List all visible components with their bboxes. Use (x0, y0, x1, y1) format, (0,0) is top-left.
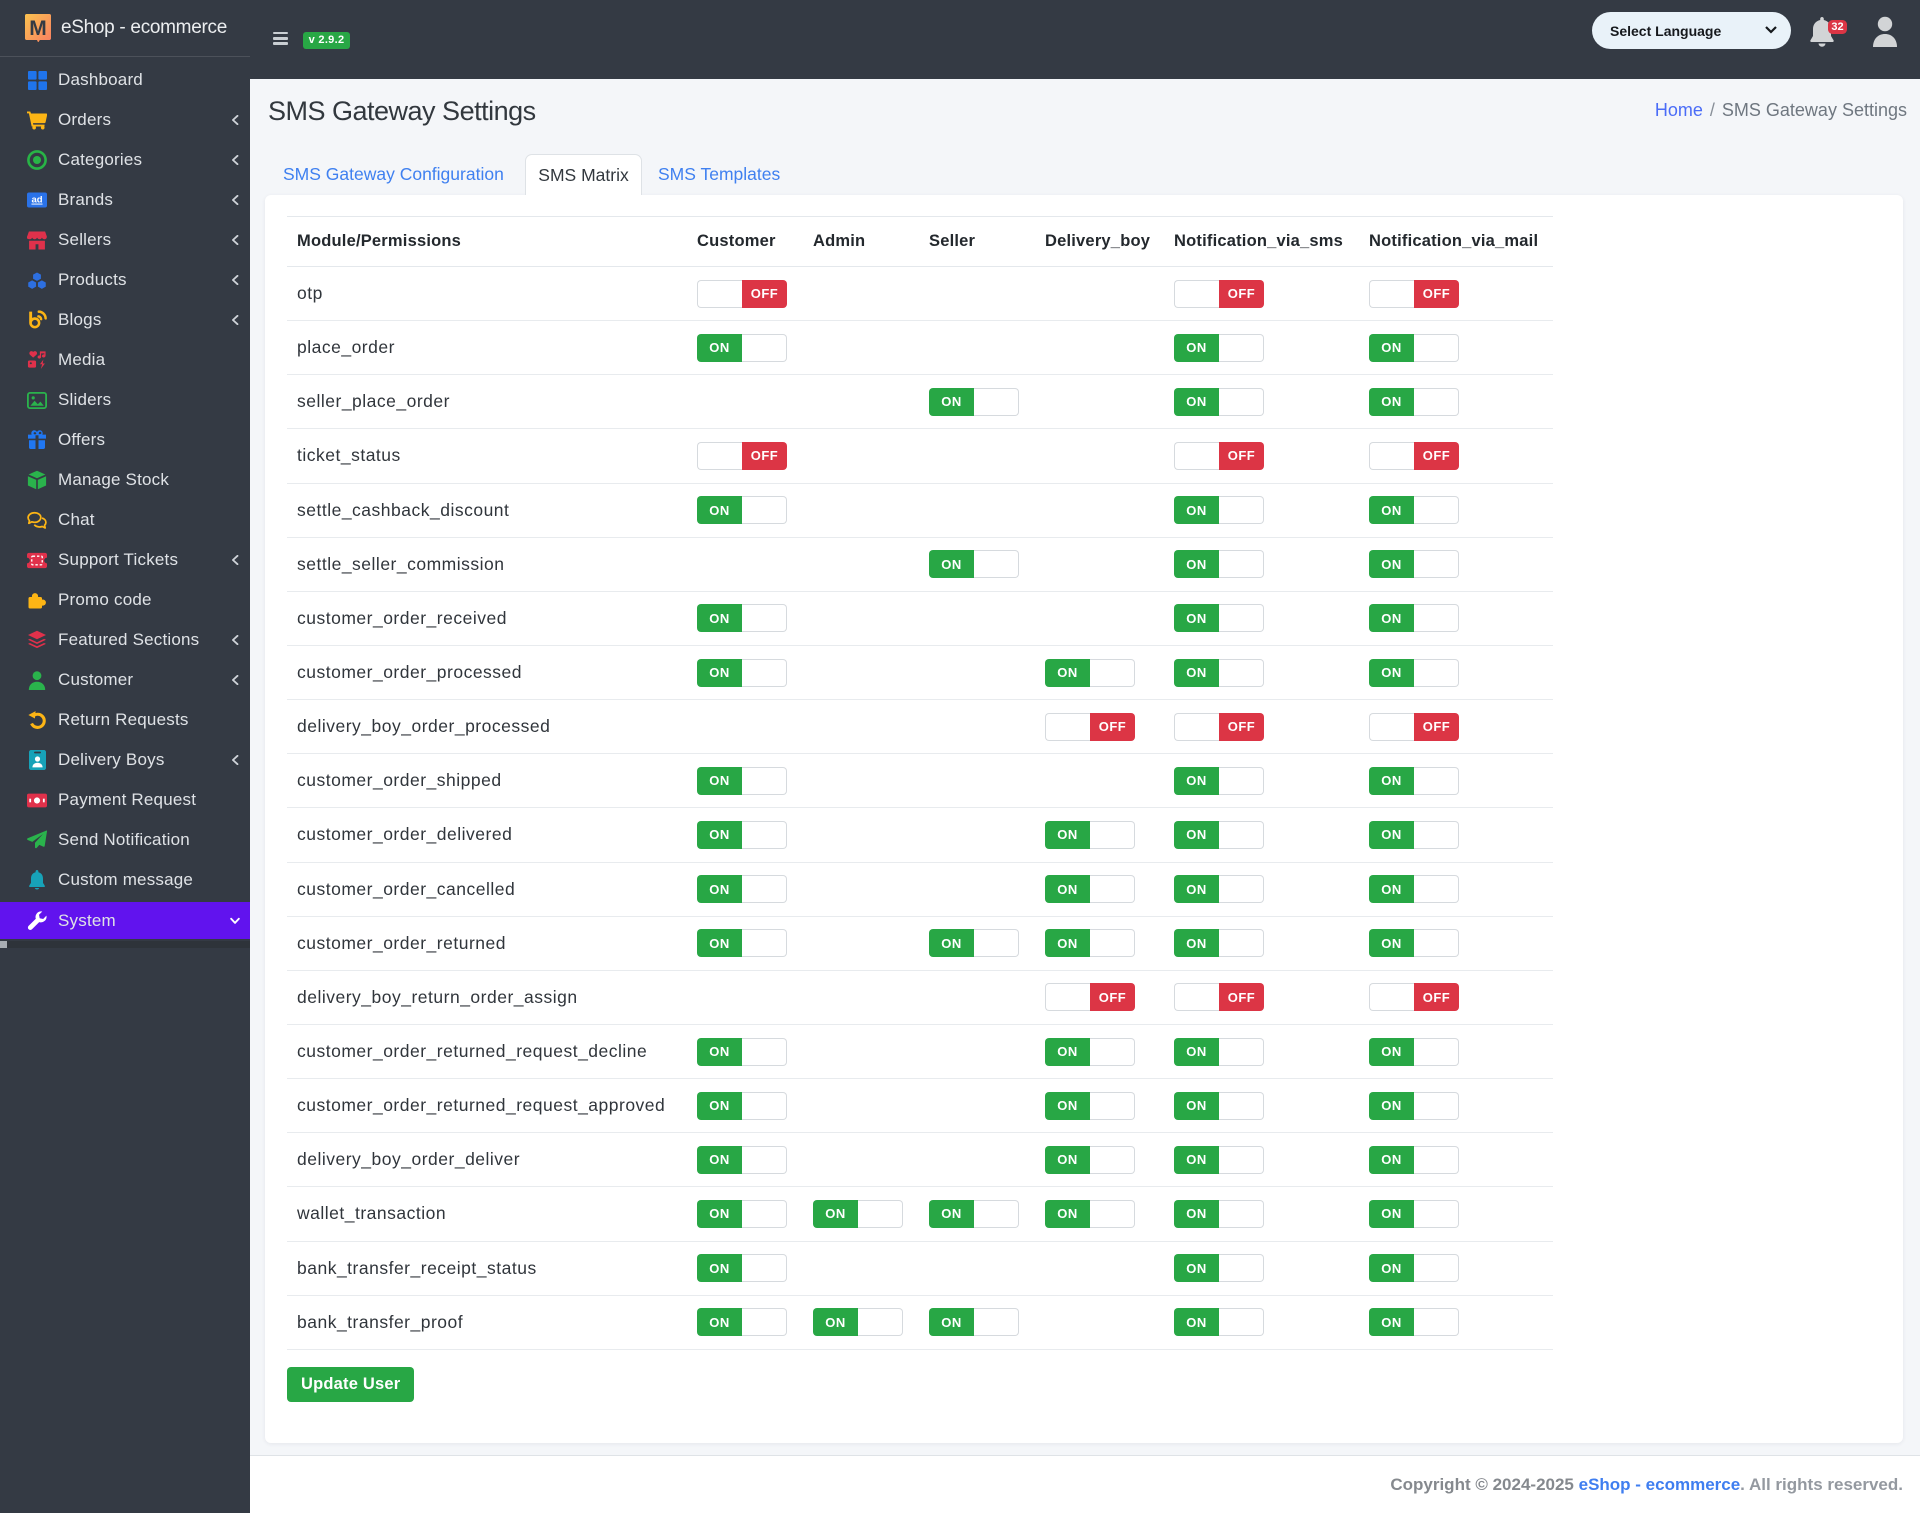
svg-text:ad: ad (31, 195, 42, 206)
svg-text:M: M (29, 17, 47, 40)
